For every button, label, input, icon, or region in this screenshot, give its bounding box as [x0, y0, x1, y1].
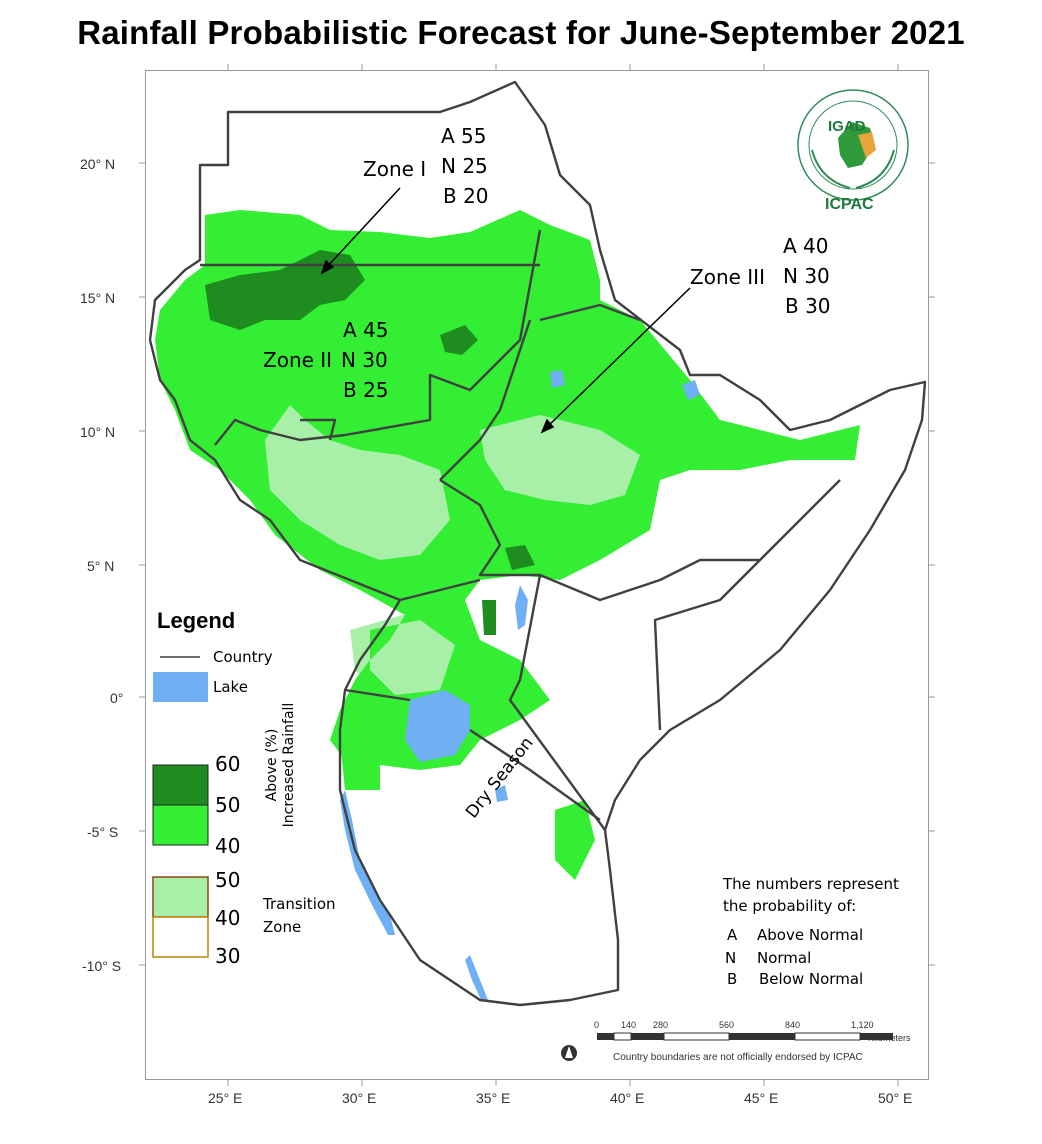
scale-tick-140: 140 — [621, 1020, 637, 1030]
lat-label-5s: -5° S — [87, 824, 119, 840]
axis-ticks — [139, 64, 935, 1086]
lakes — [340, 370, 700, 1002]
zone2-name: Zone II — [263, 348, 333, 372]
legend-value-30: 30 — [215, 944, 241, 968]
lon-label-30e: 30° E — [342, 1090, 377, 1106]
zone1-a: A 55 — [441, 124, 487, 148]
legend-lake-label: Lake — [213, 678, 248, 696]
lat-label-0: 0° — [110, 690, 124, 706]
scale-tick-280: 280 — [653, 1020, 669, 1030]
note-line2: the probability of: — [723, 897, 857, 915]
note-line1: The numbers represent — [723, 875, 899, 893]
scale-tick-1120: 1,120 — [851, 1020, 874, 1030]
map-title: Rainfall Probabilistic Forecast for June… — [77, 14, 965, 51]
legend-swatch-bright-green — [152, 804, 209, 846]
scale-tick-840: 840 — [785, 1020, 801, 1030]
above-normal-zone — [155, 210, 860, 880]
country-boundaries — [148, 80, 927, 1007]
lat-label-10n: 10° N — [80, 424, 116, 440]
legend-transition-line2: Zone — [263, 918, 302, 936]
igad-logo — [797, 89, 909, 201]
scale-unit: Kilometers — [868, 1033, 911, 1043]
zone3-name: Zone III — [690, 265, 765, 289]
lon-label-50e: 50° E — [878, 1090, 913, 1106]
note-text-normal: Normal — [757, 949, 812, 967]
lat-label-5n: 5° N — [87, 558, 115, 574]
scale-bar — [597, 1032, 893, 1041]
legend-transition-line1: Transition — [263, 895, 336, 913]
lon-label-25e: 25° E — [208, 1090, 243, 1106]
scale-tick-0: 0 — [594, 1020, 600, 1030]
legend-value-40a: 40 — [215, 834, 241, 858]
zone1-n: N 25 — [441, 154, 488, 178]
zone-arrows — [320, 187, 691, 434]
zone1-b: B 20 — [443, 184, 489, 208]
legend-above-axis-label: Above (%) Increased Rainfall — [264, 690, 298, 840]
legend-value-40b: 40 — [215, 906, 241, 930]
legend-title: Legend — [157, 608, 236, 633]
note-key-n: N — [725, 949, 737, 967]
legend-value-50a: 50 — [215, 793, 241, 817]
lake-malawi — [465, 955, 488, 1002]
legend-swatches — [152, 656, 209, 958]
note-key-b: B — [727, 970, 738, 988]
lat-label-10s: -10° S — [82, 958, 122, 974]
legend-above-line2: Increased Rainfall — [281, 702, 297, 828]
legend-above-line1: Above (%) — [264, 728, 280, 802]
zone3-b: B 30 — [785, 294, 831, 318]
north-arrow-icon — [561, 1045, 577, 1061]
icpac-logo-text: ICPAC — [825, 196, 874, 213]
legend-lake-swatch — [153, 672, 208, 702]
boundary-disclaimer: Country boundaries are not officially en… — [613, 1052, 863, 1063]
zone2-b: B 25 — [343, 378, 389, 402]
zone1-name: Zone I — [363, 157, 427, 181]
lake-turkana — [515, 585, 528, 630]
zone3-a: A 40 — [783, 234, 829, 258]
note-key-a: A — [727, 926, 738, 944]
lat-label-20n: 20° N — [80, 156, 116, 172]
igad-logo-text: IGAD — [828, 118, 866, 135]
lake-victoria — [405, 690, 470, 762]
legend-swatch-white — [152, 916, 209, 958]
note-text-above: Above Normal — [757, 926, 864, 944]
lat-label-15n: 15° N — [80, 290, 116, 306]
scale-tick-560: 560 — [719, 1020, 735, 1030]
lon-label-45e: 45° E — [744, 1090, 779, 1106]
lon-label-40e: 40° E — [610, 1090, 645, 1106]
legend-value-60: 60 — [215, 752, 241, 776]
lon-label-35e: 35° E — [476, 1090, 511, 1106]
note-text-below: Below Normal — [759, 970, 864, 988]
legend-country-label: Country — [213, 648, 273, 666]
zone3-n: N 30 — [783, 264, 830, 288]
zone2-n: N 30 — [341, 348, 388, 372]
legend-swatch-dark-green — [152, 764, 209, 806]
legend-value-50b: 50 — [215, 868, 241, 892]
lake-tanganyika — [340, 790, 395, 935]
lake-tana — [550, 370, 565, 388]
zone2-a: A 45 — [343, 318, 389, 342]
legend-swatch-pale-green — [152, 876, 209, 918]
